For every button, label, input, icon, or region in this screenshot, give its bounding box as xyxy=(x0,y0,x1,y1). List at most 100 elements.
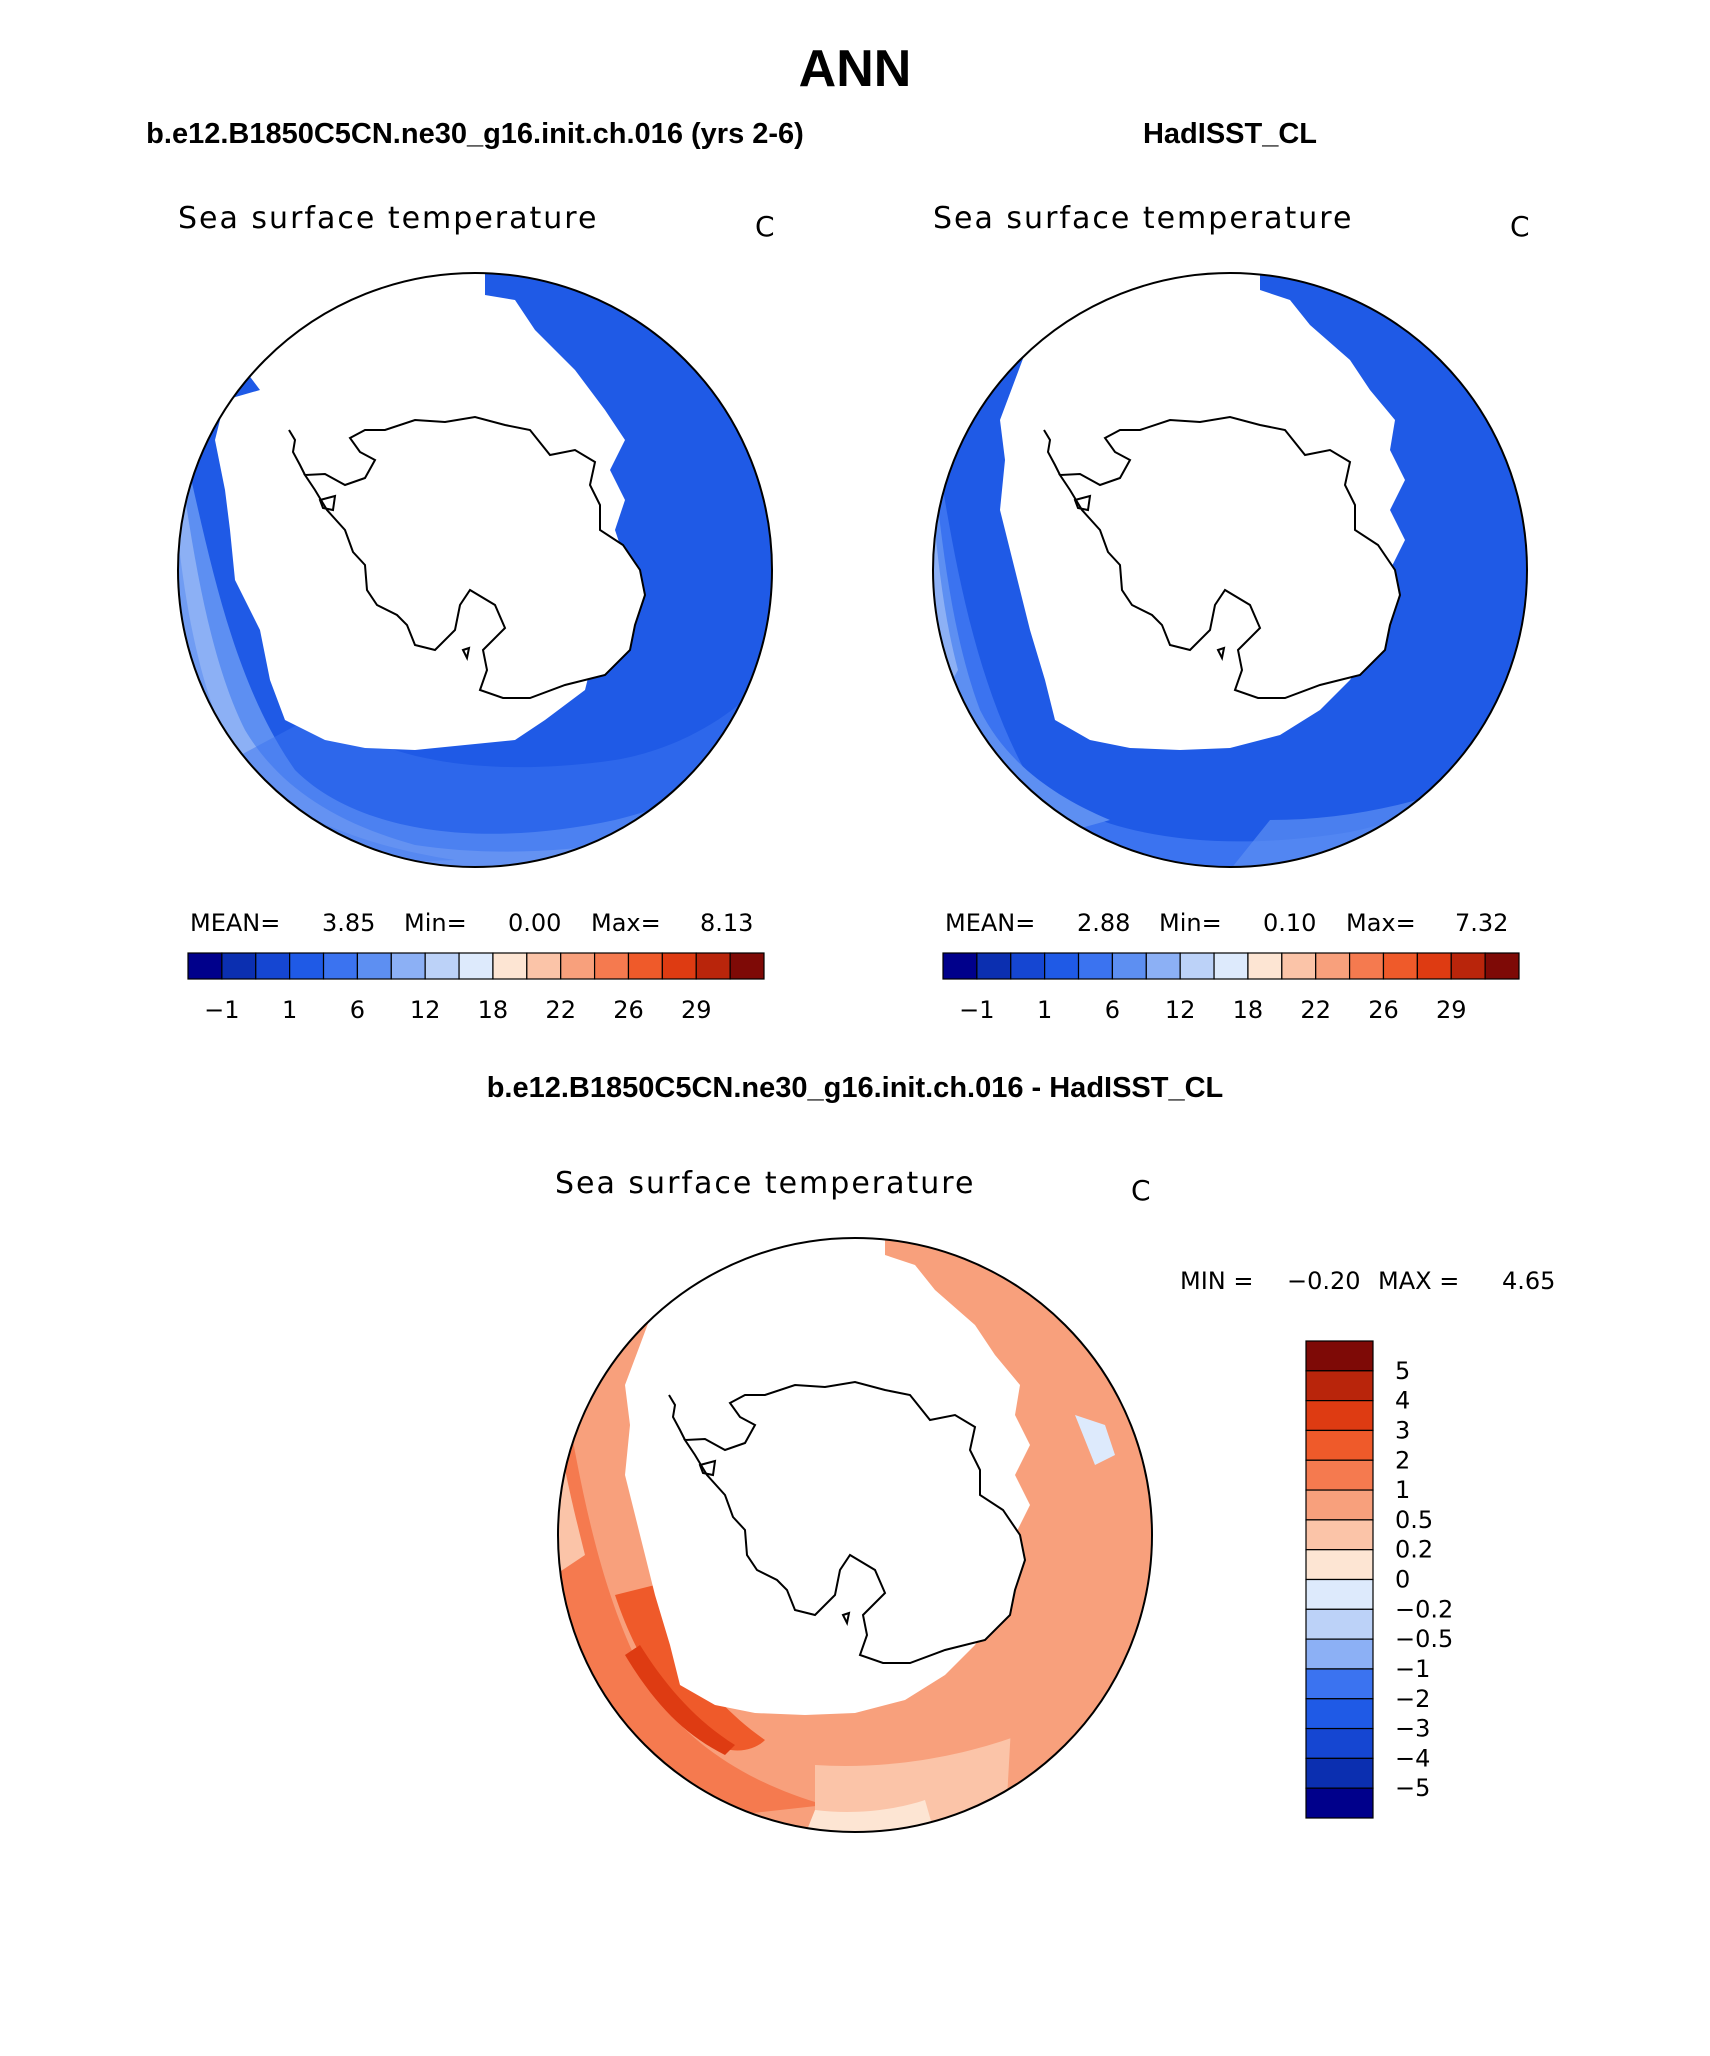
right-case-title: HadISST_CL xyxy=(1143,118,1317,150)
model-colorbar-swatch xyxy=(289,952,325,980)
diff-colorbar-swatch xyxy=(1305,1459,1374,1491)
model-colorbar-swatch xyxy=(593,952,630,980)
diff-colorbar-tick-label: 4 xyxy=(1395,1387,1410,1415)
diff-colorbar-tick-label: 3 xyxy=(1395,1416,1410,1444)
obs-map xyxy=(932,272,1528,868)
model-map xyxy=(177,272,773,868)
obs-colorbar-swatch xyxy=(976,952,1012,980)
diff-colorbar-swatch xyxy=(1305,1489,1374,1521)
diff-variable-label: Sea surface temperature xyxy=(555,1166,975,1201)
diff-colorbar-tick-label: −0.5 xyxy=(1395,1625,1453,1653)
diff-map xyxy=(557,1237,1153,1833)
diff-min-value: −0.20 xyxy=(1287,1267,1361,1295)
model-mean-value: 3.85 xyxy=(322,909,375,937)
obs-colorbar-swatch xyxy=(1145,952,1181,980)
diff-colorbar-swatch xyxy=(1305,1638,1374,1670)
obs-colorbar-tick-label: 1 xyxy=(1037,996,1052,1024)
obs-min-value: 0.10 xyxy=(1263,909,1316,937)
obs-colorbar-tick-label: 26 xyxy=(1368,996,1399,1024)
diff-min-label: MIN = xyxy=(1180,1267,1253,1295)
obs-variable-label: Sea surface temperature xyxy=(933,201,1353,236)
model-colorbar-tick-label: 29 xyxy=(681,996,712,1024)
obs-colorbar-swatch xyxy=(1315,952,1351,980)
diff-colorbar-swatch xyxy=(1305,1519,1374,1551)
obs-colorbar-tick-label: 6 xyxy=(1105,996,1120,1024)
diff-colorbar-swatch xyxy=(1305,1370,1374,1402)
diff-colorbar-swatch xyxy=(1305,1549,1374,1581)
model-colorbar-swatch xyxy=(695,952,731,980)
model-colorbar-swatch xyxy=(560,952,596,980)
obs-colorbar-tick-label: 12 xyxy=(1165,996,1196,1024)
model-colorbar-swatch xyxy=(322,952,359,980)
model-colorbar-swatch xyxy=(424,952,460,980)
diff-colorbar-swatch xyxy=(1305,1727,1374,1759)
obs-colorbar-swatch xyxy=(1213,952,1249,980)
diff-colorbar-swatch xyxy=(1305,1787,1374,1819)
diff-colorbar-tick-label: −2 xyxy=(1395,1685,1430,1713)
obs-max-value: 7.32 xyxy=(1455,909,1508,937)
diff-colorbar-tick-label: −1 xyxy=(1395,1655,1430,1683)
model-min-value: 0.00 xyxy=(508,909,561,937)
model-colorbar-swatch xyxy=(627,952,663,980)
obs-panel: Sea surface temperature C MEAN= 2 xyxy=(932,201,1530,1024)
obs-colorbar-swatch xyxy=(1044,952,1080,980)
model-colorbar-tick-label: 6 xyxy=(350,996,365,1024)
model-colorbar-swatch xyxy=(187,952,223,980)
obs-colorbar-swatch xyxy=(1077,952,1114,980)
model-colorbar-tick-label: 22 xyxy=(545,996,576,1024)
model-units-label: C xyxy=(755,210,775,243)
model-colorbar-tick-label: 26 xyxy=(613,996,644,1024)
diff-colorbar-tick-label: −3 xyxy=(1395,1715,1430,1743)
diff-colorbar-swatch xyxy=(1305,1608,1374,1640)
obs-colorbar-swatch xyxy=(1179,952,1215,980)
obs-colorbar-tick-label: 22 xyxy=(1300,996,1331,1024)
obs-units-label: C xyxy=(1510,210,1530,243)
diff-colorbar-swatch xyxy=(1305,1757,1374,1789)
model-colorbar: −1 1 6 12 18 22 26 29 xyxy=(187,952,765,1024)
diff-colorbar-tick-label: 5 xyxy=(1395,1357,1410,1385)
model-max-label: Max= xyxy=(591,909,661,937)
diff-colorbar-tick-label: 0.5 xyxy=(1395,1506,1433,1534)
obs-colorbar-swatch xyxy=(1382,952,1418,980)
model-min-label: Min= xyxy=(404,909,467,937)
diff-colorbar-swatch xyxy=(1305,1400,1374,1432)
diff-max-label: MAX = xyxy=(1378,1267,1459,1295)
model-colorbar-tick-label: 1 xyxy=(282,996,297,1024)
model-colorbar-swatch xyxy=(390,952,426,980)
obs-colorbar-swatch xyxy=(1416,952,1452,980)
obs-colorbar: −1 1 6 12 18 22 26 29 xyxy=(942,952,1520,1024)
diff-colorbar-swatch xyxy=(1305,1668,1374,1700)
diff-colorbar-tick-label: 0 xyxy=(1395,1566,1410,1594)
diff-colorbar-swatch xyxy=(1305,1578,1374,1610)
model-mean-label: MEAN= xyxy=(190,909,280,937)
model-colorbar-tick-label: 12 xyxy=(410,996,441,1024)
obs-colorbar-swatch xyxy=(1484,952,1520,980)
model-variable-label: Sea surface temperature xyxy=(178,201,598,236)
obs-colorbar-swatch xyxy=(1111,952,1147,980)
model-colorbar-swatch xyxy=(526,952,562,980)
model-colorbar-swatch xyxy=(255,952,291,980)
diff-colorbar-tick-label: 1 xyxy=(1395,1476,1410,1504)
obs-colorbar-swatch xyxy=(942,952,978,980)
obs-max-label: Max= xyxy=(1346,909,1416,937)
model-colorbar-swatch xyxy=(729,952,765,980)
diff-colorbar-tick-label: 0.2 xyxy=(1395,1536,1433,1564)
model-colorbar-swatch xyxy=(356,952,392,980)
diff-colorbar-tick-label: −5 xyxy=(1395,1774,1430,1802)
diff-colorbar-tick-label: 2 xyxy=(1395,1446,1410,1474)
diff-colorbar-tick-label: −0.2 xyxy=(1395,1595,1453,1623)
diff-colorbar-tick-label: −4 xyxy=(1395,1744,1430,1772)
obs-mean-value: 2.88 xyxy=(1077,909,1130,937)
obs-colorbar-swatch xyxy=(1010,952,1046,980)
diff-units-label: C xyxy=(1131,1174,1151,1207)
diff-colorbar-swatch xyxy=(1305,1340,1374,1372)
diff-case-title: b.e12.B1850C5CN.ne30_g16.init.ch.016 - H… xyxy=(487,1072,1224,1104)
diff-max-value: 4.65 xyxy=(1502,1267,1555,1295)
obs-min-label: Min= xyxy=(1159,909,1222,937)
obs-colorbar-swatch xyxy=(1348,952,1385,980)
obs-mean-label: MEAN= xyxy=(945,909,1035,937)
obs-colorbar-swatch xyxy=(1281,952,1317,980)
model-max-value: 8.13 xyxy=(700,909,753,937)
